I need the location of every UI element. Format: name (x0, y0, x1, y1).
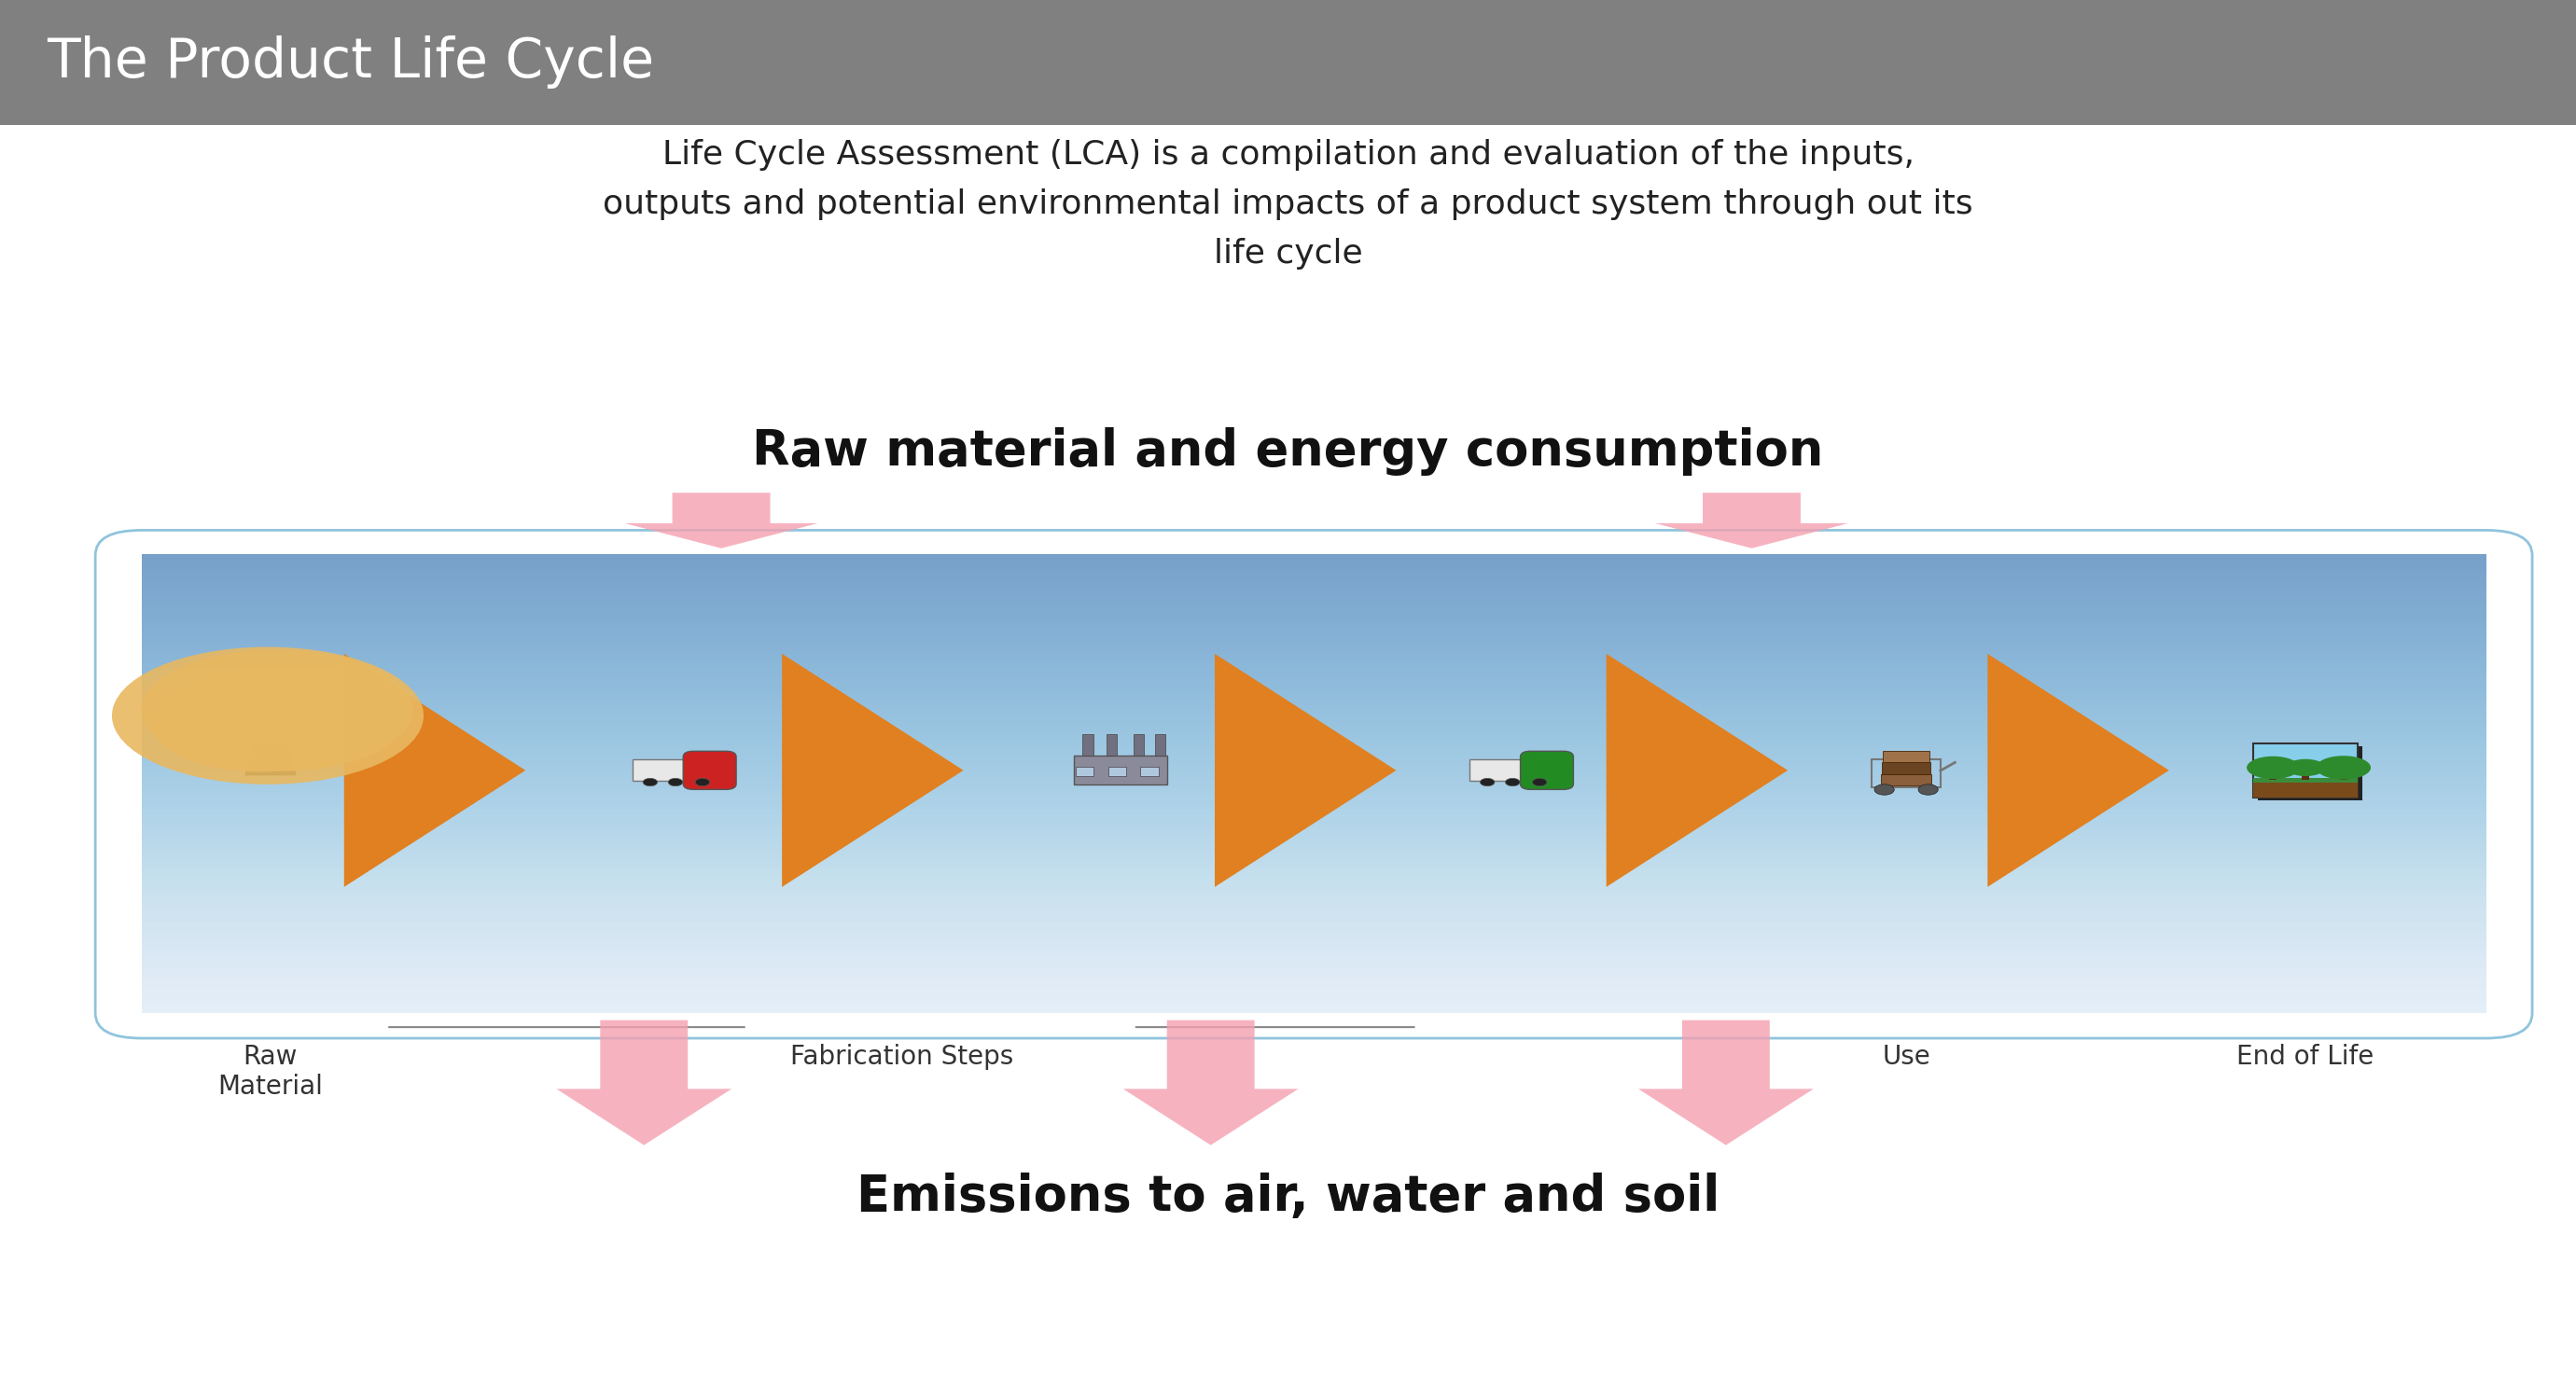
Polygon shape (626, 493, 819, 548)
Polygon shape (1656, 493, 1850, 548)
Polygon shape (1638, 1020, 1814, 1145)
FancyBboxPatch shape (0, 0, 2576, 125)
Text: Fabrication Steps: Fabrication Steps (791, 1044, 1012, 1070)
FancyBboxPatch shape (1883, 762, 1929, 775)
FancyBboxPatch shape (1141, 766, 1159, 776)
FancyBboxPatch shape (1468, 759, 1564, 781)
FancyBboxPatch shape (2269, 765, 2277, 780)
Ellipse shape (2246, 756, 2300, 779)
Ellipse shape (167, 666, 404, 770)
Ellipse shape (152, 677, 368, 772)
FancyBboxPatch shape (2254, 780, 2357, 798)
FancyBboxPatch shape (2303, 765, 2308, 780)
FancyBboxPatch shape (1154, 734, 1164, 755)
Circle shape (1919, 784, 1937, 795)
FancyBboxPatch shape (1108, 766, 1126, 776)
Circle shape (1533, 779, 1546, 786)
FancyBboxPatch shape (2339, 765, 2347, 780)
FancyBboxPatch shape (1520, 751, 1574, 790)
FancyBboxPatch shape (2254, 743, 2357, 798)
Ellipse shape (142, 650, 412, 770)
FancyBboxPatch shape (1133, 734, 1144, 755)
FancyBboxPatch shape (1074, 755, 1167, 786)
Polygon shape (556, 1020, 732, 1145)
FancyBboxPatch shape (2257, 745, 2362, 801)
FancyBboxPatch shape (1105, 734, 1118, 755)
Circle shape (1504, 779, 1520, 786)
Text: The Product Life Cycle: The Product Life Cycle (46, 36, 654, 89)
Polygon shape (1123, 1020, 1298, 1145)
Text: End of Life: End of Life (2236, 1044, 2375, 1070)
Text: Life Cycle Assessment (LCA) is a compilation and evaluation of the inputs,
outpu: Life Cycle Assessment (LCA) is a compila… (603, 139, 1973, 269)
Text: Raw
Material: Raw Material (219, 1044, 322, 1101)
FancyBboxPatch shape (2254, 777, 2357, 783)
Text: Use: Use (1883, 1044, 1929, 1070)
Text: Emissions to air, water and soil: Emissions to air, water and soil (855, 1173, 1721, 1221)
Polygon shape (245, 744, 296, 775)
Ellipse shape (2285, 759, 2326, 776)
Text: Raw material and energy consumption: Raw material and energy consumption (752, 428, 1824, 475)
Ellipse shape (2316, 756, 2370, 780)
Ellipse shape (111, 647, 422, 784)
Circle shape (696, 779, 711, 786)
FancyBboxPatch shape (1082, 734, 1092, 755)
FancyBboxPatch shape (1077, 766, 1092, 776)
FancyBboxPatch shape (1883, 751, 1929, 762)
Circle shape (667, 779, 683, 786)
FancyBboxPatch shape (1880, 775, 1932, 786)
FancyBboxPatch shape (683, 751, 737, 790)
Circle shape (1875, 784, 1893, 795)
Circle shape (644, 779, 657, 786)
Circle shape (1481, 779, 1494, 786)
FancyBboxPatch shape (631, 759, 726, 781)
